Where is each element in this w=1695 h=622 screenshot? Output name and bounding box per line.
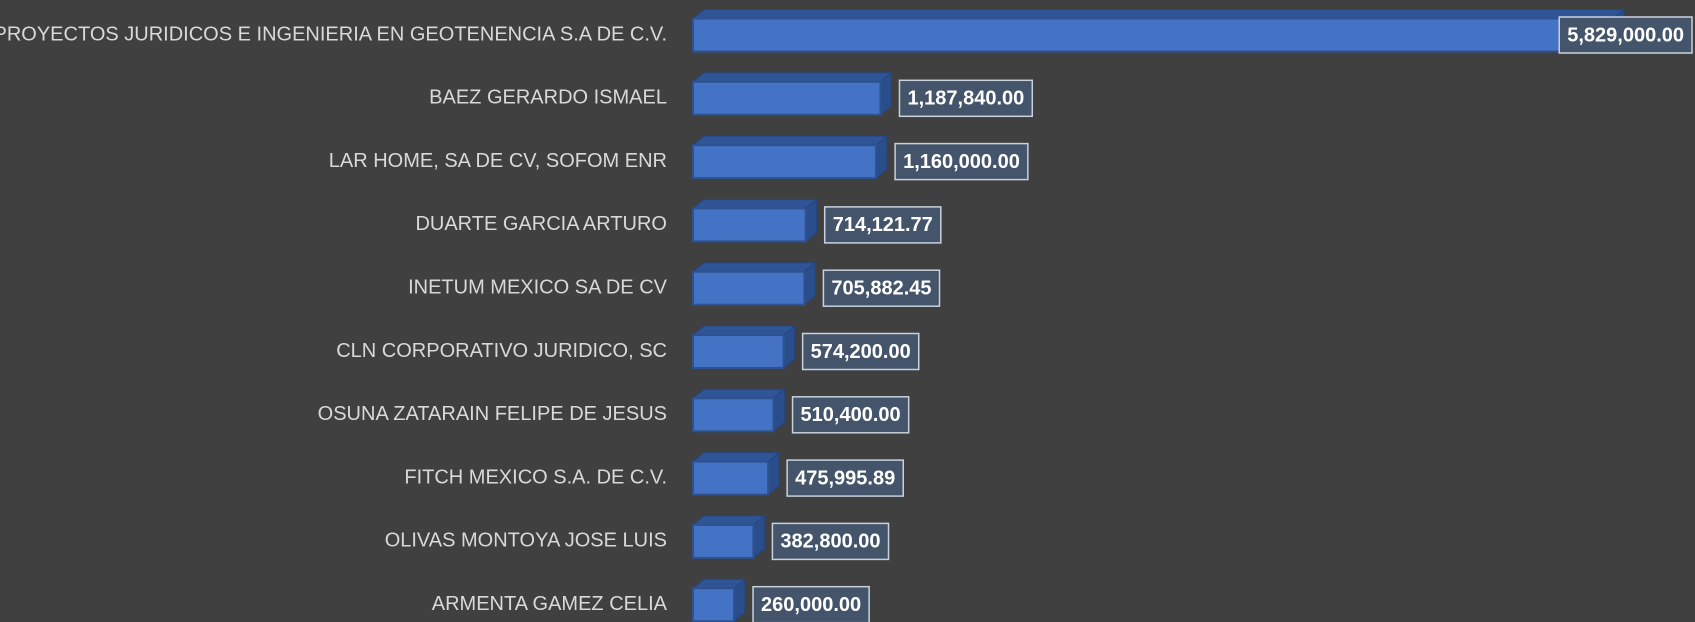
category-label: DUARTE GARCIA ARTURO: [415, 213, 667, 235]
bar-top: [691, 198, 819, 209]
bar: [691, 514, 766, 559]
value-label-box: 574,200.00: [801, 332, 920, 371]
bar: [691, 261, 817, 306]
bar: [691, 324, 797, 370]
bar-front: [692, 334, 785, 369]
value-label-box: 5,829,000.00: [1558, 16, 1693, 54]
value-label-box: 1,187,840.00: [898, 79, 1034, 118]
bar-front: [692, 397, 775, 433]
value-label-box: 1,160,000.00: [894, 142, 1029, 181]
value-label: 1,160,000.00: [903, 151, 1020, 173]
value-label-bg: [1558, 16, 1693, 54]
category-label: OSUNA ZATARAIN FELIPE DE JESUS: [318, 403, 667, 425]
value-label-box: 714,121.77: [823, 206, 942, 244]
bar-top: [691, 135, 889, 146]
bar-top: [691, 325, 797, 336]
value-label: 574,200.00: [811, 341, 911, 363]
category-label: FITCH MEXICO S.A. DE C.V.: [404, 466, 667, 488]
bar-front: [692, 587, 736, 622]
value-label: 705,882.45: [831, 277, 931, 299]
value-label: 382,800.00: [780, 531, 880, 553]
category-label: BAEZ GERARDO ISMAEL: [429, 87, 667, 109]
bar: [691, 71, 893, 116]
category-label: ARMENTA GAMEZ CELIA: [432, 593, 668, 615]
bar-top: [691, 515, 766, 526]
bar: [691, 578, 747, 622]
bar-front: [692, 460, 770, 496]
bar-top: [691, 452, 781, 463]
value-label-bg: [898, 79, 1034, 118]
bar-top: [691, 262, 817, 273]
value-label-bg: [801, 332, 920, 371]
category-label: PROYECTOS JURIDICOS E INGENIERIA EN GEOT…: [0, 23, 667, 45]
category-label: INETUM MEXICO SA DE CV: [408, 276, 668, 298]
value-label-box: 260,000.00: [752, 585, 870, 622]
bar-top: [691, 388, 786, 399]
category-label: OLIVAS MONTOYA JOSE LUIS: [385, 530, 667, 552]
category-label: LAR HOME, SA DE CV, SOFOM ENR: [329, 150, 667, 172]
value-label: 5,829,000.00: [1567, 24, 1684, 46]
bar-front: [692, 80, 882, 116]
bar-top: [691, 9, 1626, 19]
value-label: 510,400.00: [801, 404, 901, 426]
bar-front: [692, 270, 806, 306]
value-label: 475,995.89: [795, 467, 895, 489]
bar-front: [692, 523, 755, 559]
bar-front: [692, 144, 878, 180]
category-label: CLN CORPORATIVO JURIDICO, SC: [336, 340, 667, 362]
value-label-bg: [771, 522, 890, 561]
bar-front: [692, 207, 807, 243]
bar: [691, 451, 781, 496]
value-label: 260,000.00: [761, 594, 861, 616]
value-label: 1,187,840.00: [907, 88, 1024, 110]
value-label-bg: [786, 459, 904, 497]
bar-top: [691, 72, 893, 83]
bar: [691, 198, 819, 243]
value-label: 714,121.77: [833, 214, 933, 236]
value-label-bg: [823, 206, 942, 244]
value-label-box: 510,400.00: [791, 396, 910, 434]
value-label-box: 705,882.45: [822, 269, 941, 307]
value-label-bg: [791, 396, 910, 434]
value-label-bg: [752, 585, 870, 622]
value-label-bg: [822, 269, 941, 307]
bar: [691, 135, 889, 180]
value-label-bg: [894, 142, 1029, 181]
bar-front: [692, 17, 1614, 53]
value-label-box: 382,800.00: [771, 522, 890, 561]
bar: [691, 8, 1626, 53]
bar: [691, 388, 786, 433]
value-label-box: 475,995.89: [786, 459, 904, 497]
